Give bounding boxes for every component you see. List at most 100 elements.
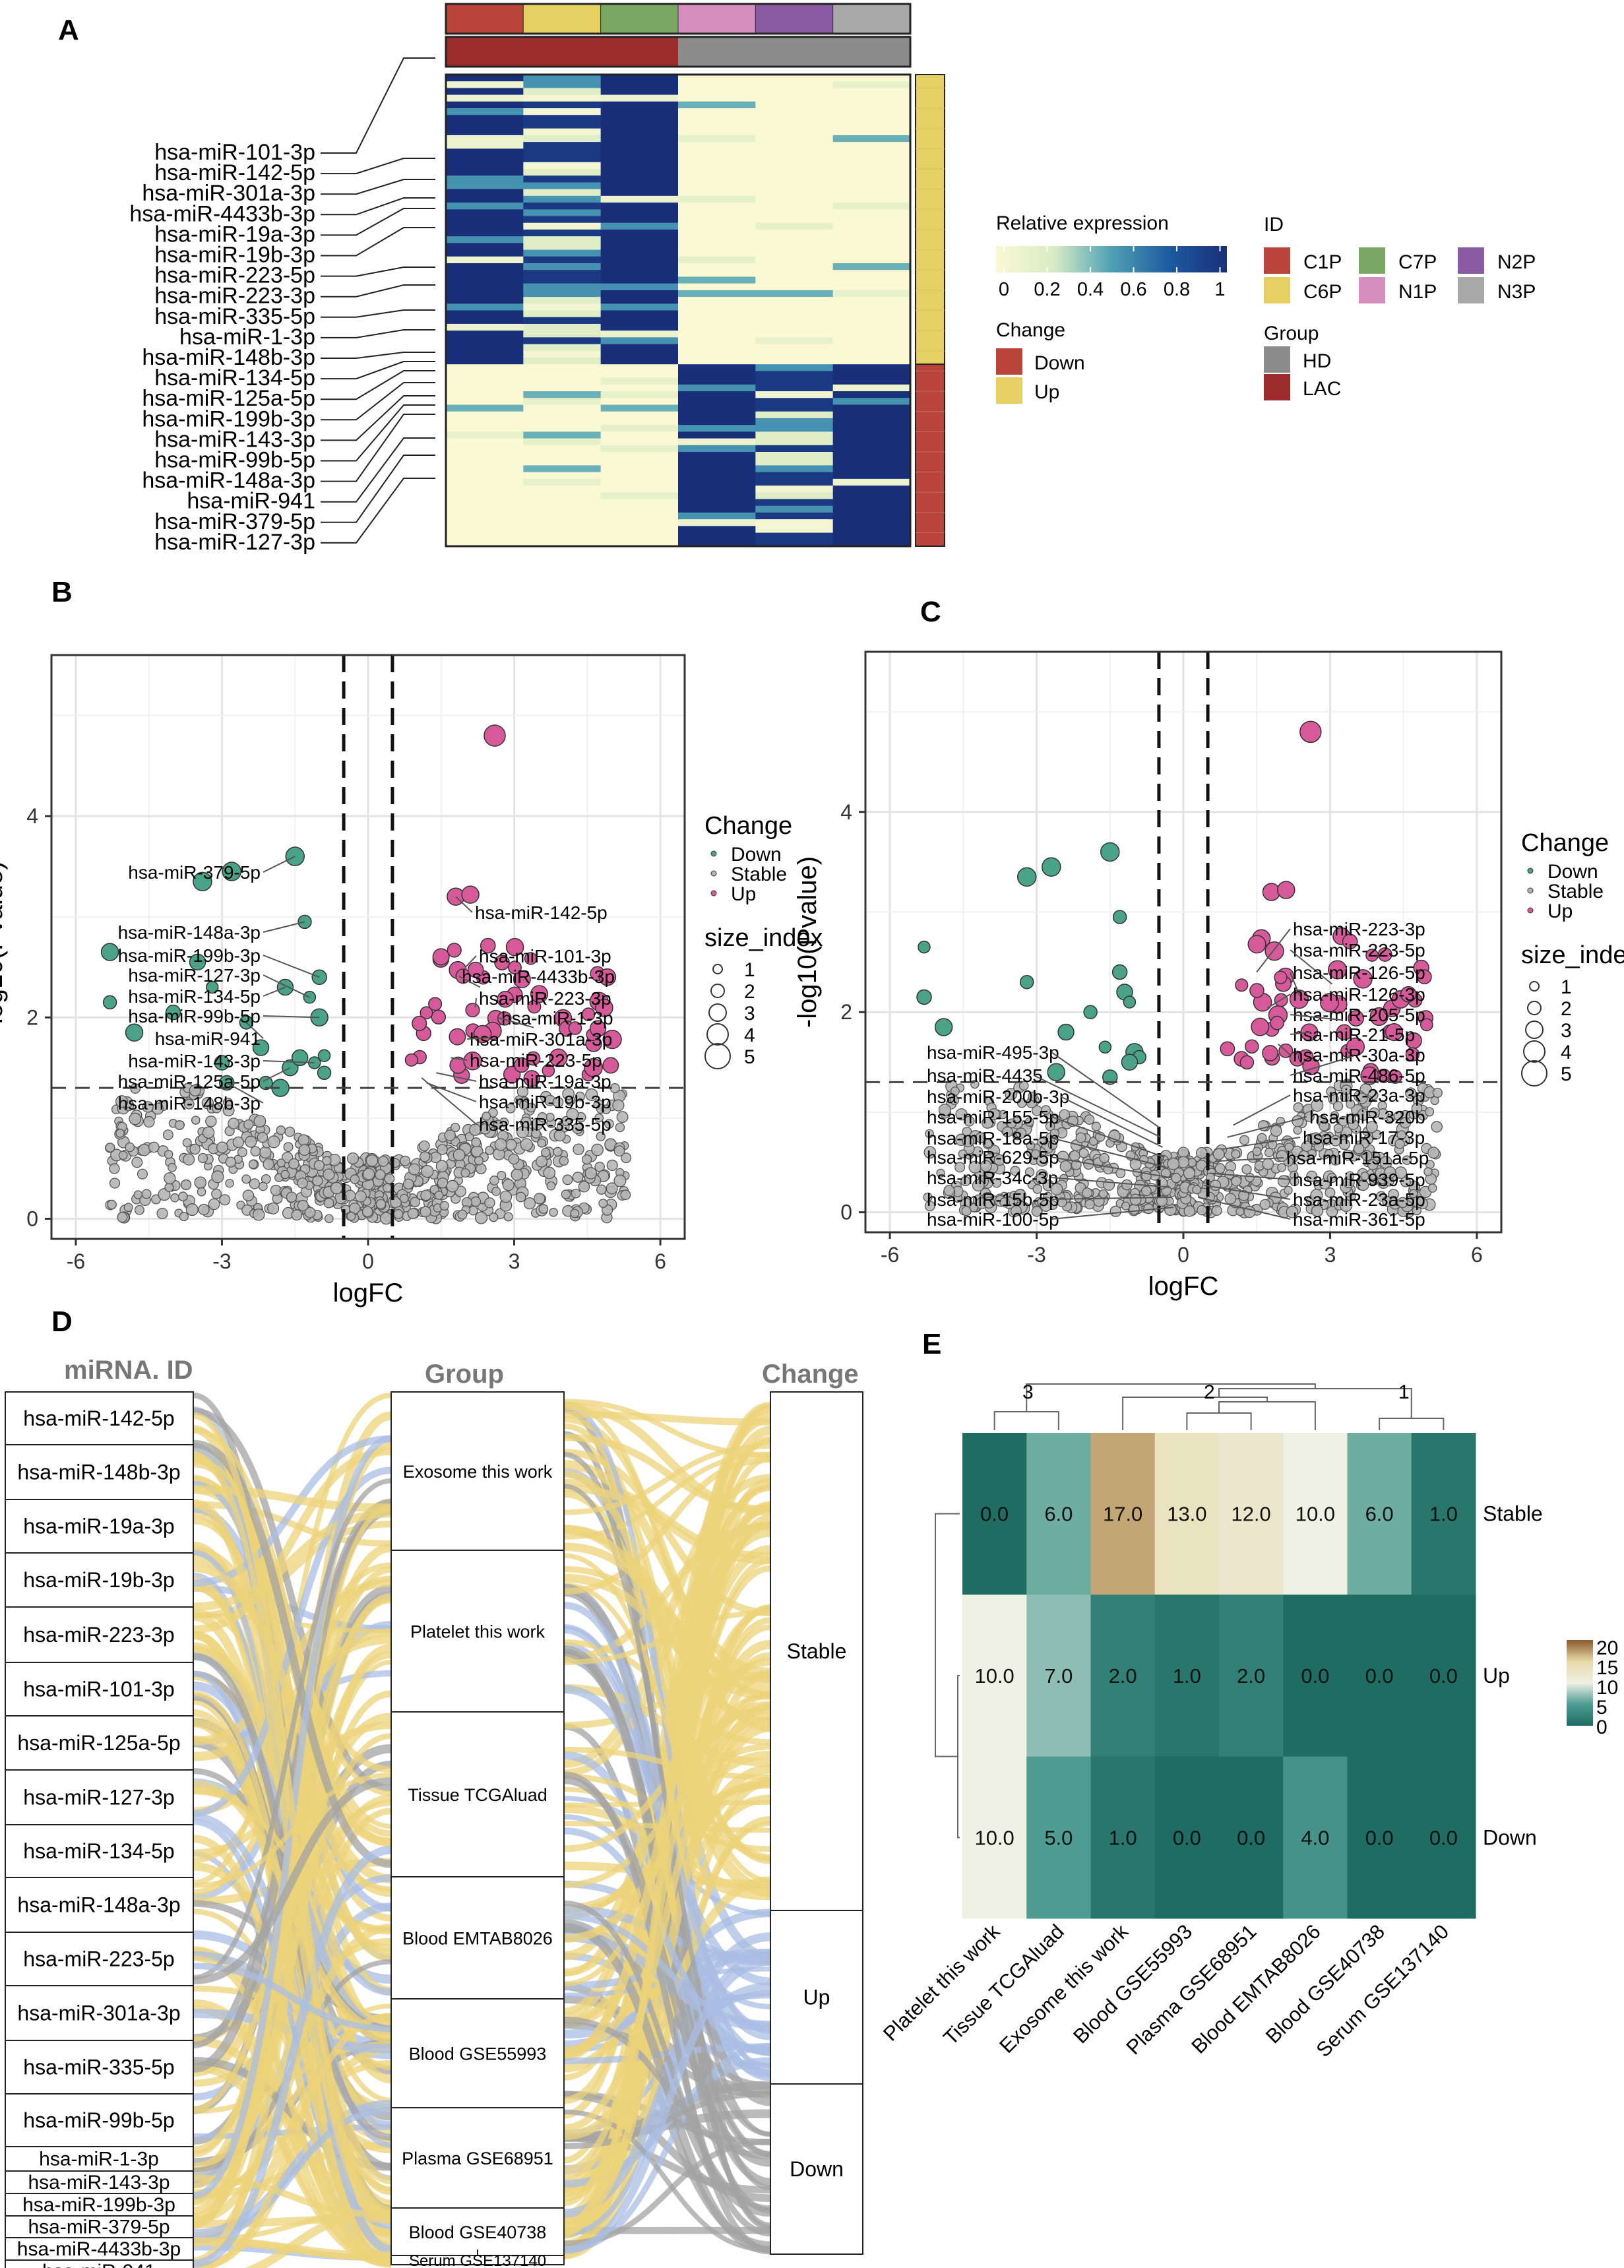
volcano-label-line [226,1082,264,1104]
heatmap-cell [446,452,524,459]
heatmap-cell [523,404,602,412]
heatmap-cell [755,276,834,284]
point-stable [596,1184,607,1195]
point-stable [1047,1140,1057,1150]
sankey-flow [563,1470,771,1862]
sankey-col3-title: Change [762,1360,859,1389]
legend-size-circle [712,964,723,974]
y-tick-label: 2 [26,1005,38,1029]
point-stable [197,1187,206,1197]
point-stable [471,1137,482,1148]
point-down [1111,964,1128,980]
volcano-label-line [263,1067,291,1082]
sankey-flow [563,1553,771,1898]
point-stable [237,1147,247,1158]
heatmap-cell [523,209,602,217]
heatmap-cell [755,195,834,203]
heatmap-e-value: 6.0 [1044,1503,1073,1526]
heatmap-cell [600,229,679,237]
point-stable [1310,1189,1323,1202]
sankey-mirna-label: hsa-miR-301a-3p [17,2001,180,2025]
point-up [602,1057,619,1074]
sankey-col1-title: miRNA. ID [64,1356,193,1385]
panel-letter-e: E [922,1328,941,1360]
volcano-label-line [1256,928,1291,973]
point-stable [1177,1147,1189,1158]
point-stable [1129,1203,1140,1215]
heatmap-cell [755,162,834,170]
heatmap-cell [678,344,756,352]
point-stable [615,1122,625,1133]
heatmap-cell [600,263,679,270]
sankey-flow [193,2013,392,2268]
heatmap-cell [523,249,602,257]
point-stable [350,1174,360,1184]
point-stable [923,1192,933,1202]
heatmap-cell [755,404,834,412]
heatmap-cell [678,135,756,142]
point-down [1100,842,1120,862]
heatmap-cell [755,169,834,176]
point-stable [141,1189,152,1199]
legend-size-circle [1529,981,1540,992]
point-stable [1084,1199,1095,1210]
point-down [259,1075,273,1090]
heatmap-cell [832,195,911,203]
point-down [205,980,219,994]
heatmap-cell [446,75,524,82]
heatmap-cell [678,276,756,284]
legend-size-label: 5 [744,1046,755,1068]
point-up [568,1021,582,1035]
point-stable [197,1152,208,1164]
point-up [431,1009,447,1024]
sankey-group-box [390,1711,565,1877]
heatmap-cell [678,404,756,412]
row-connector [321,370,435,400]
legend-change-up-swatch [996,377,1022,404]
point-stable [377,1156,389,1167]
point-stable [1311,1098,1324,1112]
heatmap-cell [446,209,524,217]
point-stable [598,1199,608,1209]
heatmap-cell [755,331,834,338]
heatmap-cell [446,539,524,547]
heatmap-cell [600,344,679,352]
heatmap-cell [678,290,756,298]
heatmap-cell [832,532,911,540]
heatmap-cell [523,303,602,311]
heatmap-cell [523,492,602,500]
volcano-label-line [498,1017,534,1028]
point-stable [518,1100,529,1110]
sankey-mirna-box [5,1662,194,1717]
heatmap-cell [755,81,834,89]
volcano-label-line [1051,1116,1165,1158]
point-stable [182,1138,192,1148]
point-stable [202,1126,215,1139]
point-up [1353,969,1373,989]
point-stable [258,1181,268,1191]
panel-letter-d: D [51,1306,73,1338]
heatmap-e-value: 10.0 [974,1826,1014,1849]
point-stable [1277,1175,1290,1187]
y-axis-title: -log10(Pvalue) [793,856,822,1028]
heatmap-cell [600,431,679,439]
point-stable [1360,1172,1369,1181]
legend-change-dot [710,890,717,897]
volcano-label-line [1060,1096,1163,1148]
legend-size-title: size_index [704,924,823,952]
heatmap-cell [600,411,679,419]
point-stable [552,1096,564,1108]
volcano-label-line [263,921,305,933]
legend-size-label: 1 [744,959,755,981]
heatmap-cell [600,445,679,453]
heatmap-cell [832,142,911,149]
heatmap-cell [678,486,756,493]
point-stable [232,1136,245,1149]
volcano-label-line [1290,1014,1343,1021]
point-up [497,990,514,1008]
point-stable [1431,1121,1443,1133]
point-stable [601,1104,611,1114]
point-up [484,724,506,747]
heatmap-cell [832,344,911,352]
point-stable [383,1183,392,1193]
